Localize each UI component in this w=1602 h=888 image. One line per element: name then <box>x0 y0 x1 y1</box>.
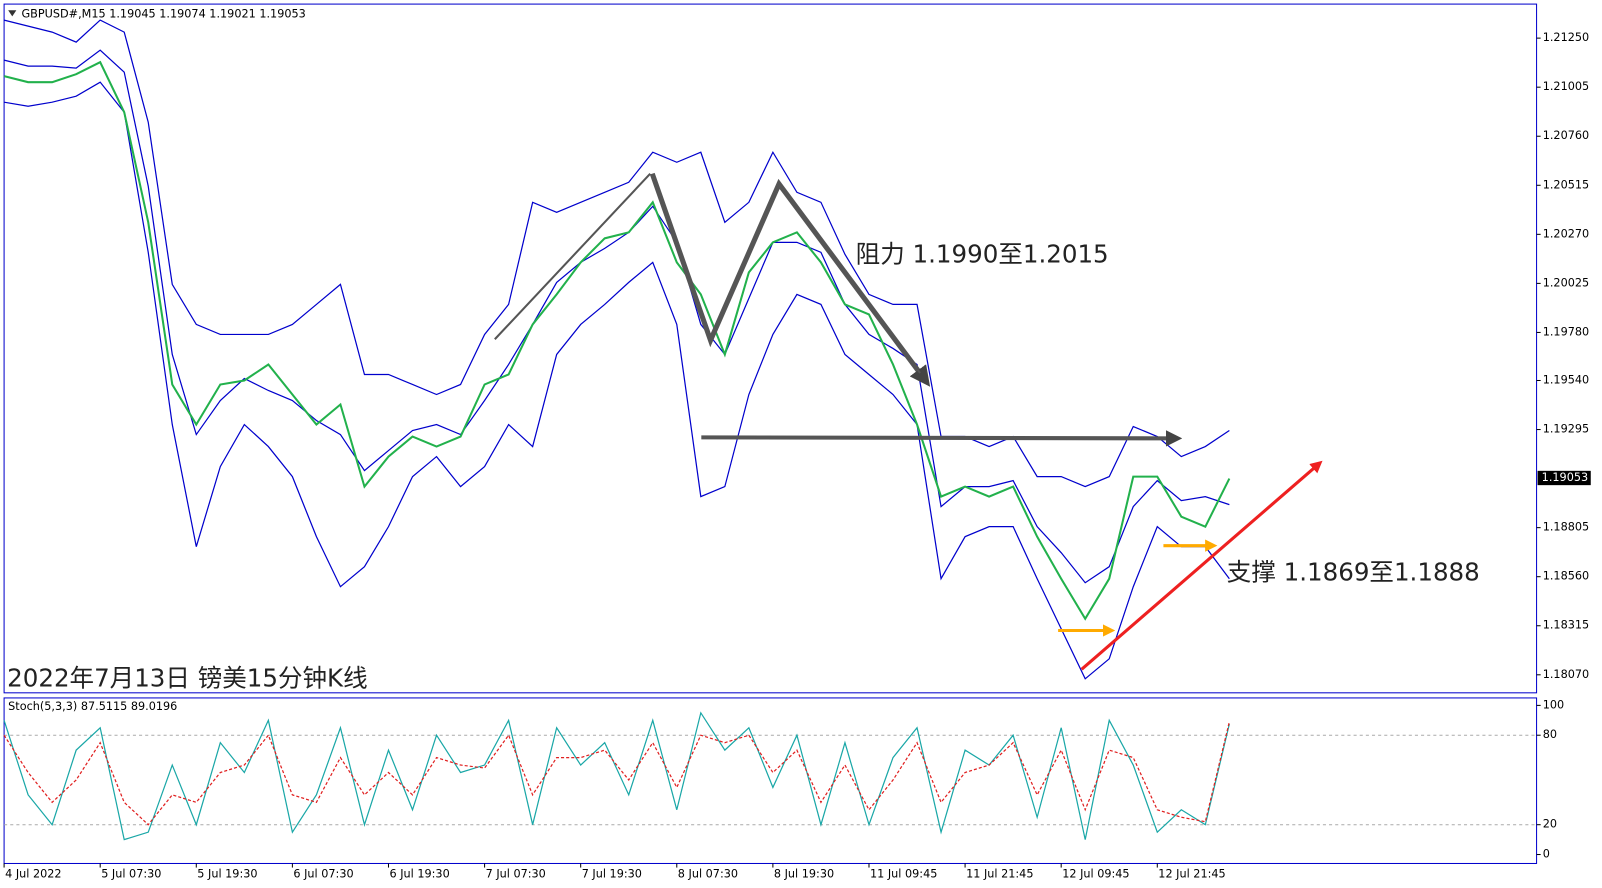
x-tick-label: 11 Jul 21:45 <box>966 868 1033 881</box>
series-line <box>3 60 1231 621</box>
y-tick-label: 1.19295 <box>1543 423 1589 436</box>
y-tick-label: 1.19780 <box>1543 325 1589 338</box>
y-tick-label: 1.20025 <box>1543 276 1589 289</box>
series-line <box>3 49 1230 584</box>
y-tick-label: 1.18315 <box>1543 619 1589 632</box>
x-tick-label: 12 Jul 09:45 <box>1062 868 1129 881</box>
x-tick-label: 5 Jul 07:30 <box>101 868 161 881</box>
x-tick-label: 5 Jul 19:30 <box>197 868 257 881</box>
price-panel <box>3 3 1538 694</box>
y-tick-label: 20 <box>1543 818 1557 831</box>
symbol-header: GBPUSD#,M15 1.19045 1.19074 1.19021 1.19… <box>21 7 305 20</box>
support-arrow <box>1080 460 1323 671</box>
x-tick-label: 6 Jul 07:30 <box>293 868 353 881</box>
x-tick-label: 11 Jul 09:45 <box>870 868 937 881</box>
chart-caption: 2022年7月13日 镑美15分钟K线 <box>7 664 367 693</box>
x-tick-label: 7 Jul 19:30 <box>582 868 642 881</box>
series-line <box>3 721 1230 826</box>
x-tick-label: 8 Jul 19:30 <box>774 868 834 881</box>
series-line <box>3 711 1230 841</box>
trend-line <box>494 173 651 340</box>
series-line <box>3 19 1230 488</box>
y-tick-label: 1.20760 <box>1543 129 1589 142</box>
trend-line <box>778 183 921 374</box>
stoch-panel <box>3 697 1538 864</box>
resistance-arrow <box>701 430 1183 447</box>
y-tick-label: 100 <box>1543 698 1564 711</box>
x-tick-label: 12 Jul 21:45 <box>1158 868 1225 881</box>
y-tick-label: 1.20515 <box>1543 178 1589 191</box>
pattern-arrow <box>649 172 931 387</box>
y-tick-label: 1.21005 <box>1543 80 1589 93</box>
y-tick-label: 1.18070 <box>1543 668 1589 681</box>
current-price-box <box>1537 470 1591 486</box>
menu-icon <box>8 10 17 17</box>
y-tick-label: 0 <box>1543 848 1550 861</box>
resistance-label: 阻力 1.1990至1.2015 <box>856 239 1109 268</box>
y-tick-label: 1.21250 <box>1543 31 1589 44</box>
x-tick-label: 6 Jul 19:30 <box>390 868 450 881</box>
y-tick-label: 1.19540 <box>1543 373 1589 386</box>
x-tick-label: 7 Jul 07:30 <box>486 868 546 881</box>
support-label: 支撑 1.1869至1.1888 <box>1227 557 1480 586</box>
series-line <box>3 81 1230 680</box>
x-tick-label: 4 Jul 2022 <box>5 868 61 881</box>
y-tick-label: 1.18560 <box>1543 570 1589 583</box>
stoch-title: Stoch(5,3,3) 87.5115 89.0196 <box>8 700 177 713</box>
y-tick-label: 1.20270 <box>1543 227 1589 240</box>
y-tick-label: 1.18805 <box>1543 521 1589 534</box>
current-price-label: 1.19053 <box>1542 471 1588 484</box>
y-tick-label: 80 <box>1543 728 1557 741</box>
x-tick-label: 8 Jul 07:30 <box>678 868 738 881</box>
